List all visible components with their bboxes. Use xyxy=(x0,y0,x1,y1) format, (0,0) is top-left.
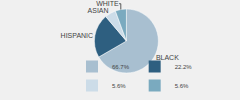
svg-text:BLACK: BLACK xyxy=(156,54,179,61)
svg-text:5.6%: 5.6% xyxy=(112,83,126,89)
svg-text:ASIAN: ASIAN xyxy=(88,7,109,14)
svg-text:5.6%: 5.6% xyxy=(175,83,189,89)
svg-text:HISPANIC: HISPANIC xyxy=(61,32,94,39)
svg-text:22.2%: 22.2% xyxy=(175,64,193,70)
svg-text:WHITE: WHITE xyxy=(96,0,119,7)
svg-text:66.7%: 66.7% xyxy=(112,64,130,70)
